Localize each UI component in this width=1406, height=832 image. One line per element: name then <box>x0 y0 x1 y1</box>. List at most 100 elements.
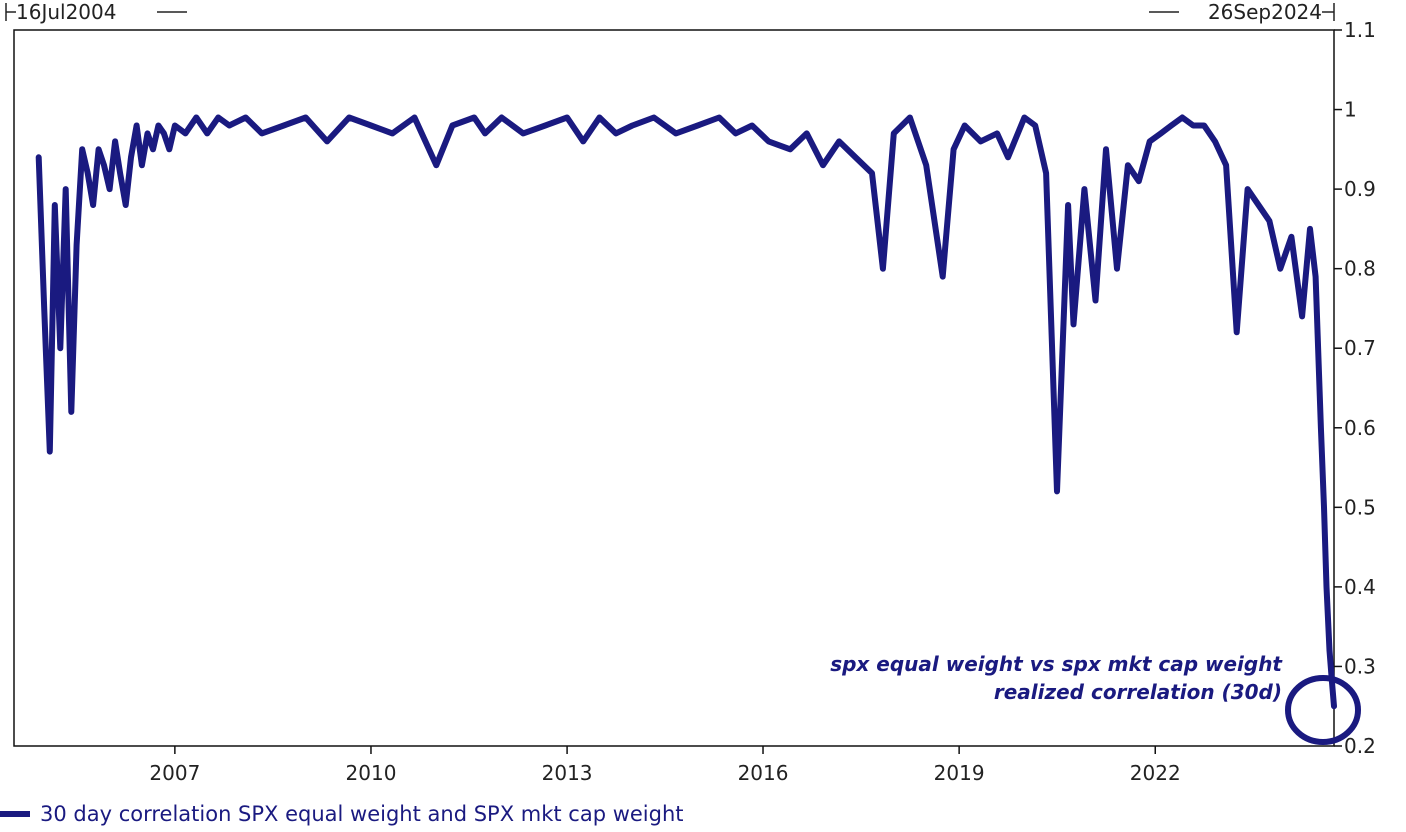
data-point <box>787 146 793 152</box>
data-point <box>368 122 374 128</box>
data-point <box>1043 170 1049 176</box>
data-point <box>47 449 53 455</box>
data-point <box>1054 488 1060 494</box>
data-point <box>1179 115 1185 121</box>
data-point <box>1245 186 1251 192</box>
data-point <box>1255 202 1261 208</box>
x-tick-label: 2019 <box>934 761 985 785</box>
data-point <box>580 138 586 144</box>
data-point <box>804 130 810 136</box>
data-point <box>57 345 63 351</box>
data-point <box>994 130 1000 136</box>
data-point <box>1234 329 1240 335</box>
data-point <box>433 162 439 168</box>
data-point <box>1125 162 1131 168</box>
data-point <box>182 130 188 136</box>
data-point <box>471 115 477 121</box>
data-point <box>74 242 80 248</box>
data-point <box>1070 321 1076 327</box>
data-point <box>155 122 161 128</box>
data-point <box>564 115 570 121</box>
data-point <box>1032 122 1038 128</box>
y-tick-label: 0.3 <box>1344 654 1376 678</box>
data-point <box>613 130 619 136</box>
data-point <box>324 138 330 144</box>
y-tick-label: 1 <box>1344 98 1357 122</box>
data-point <box>880 266 886 272</box>
data-point <box>85 170 91 176</box>
data-point <box>1327 648 1333 654</box>
data-point <box>281 122 287 128</box>
data-point <box>749 122 755 128</box>
y-tick-label: 0.4 <box>1344 575 1376 599</box>
data-point <box>150 146 156 152</box>
data-point <box>923 162 929 168</box>
data-point <box>107 186 113 192</box>
data-point <box>172 122 178 128</box>
data-point <box>1313 274 1319 280</box>
data-point <box>117 170 123 176</box>
data-point <box>673 130 679 136</box>
y-axis: 1.1 1 0.9 0.8 0.7 0.6 0.5 0.4 0.3 0.2 <box>1334 18 1376 758</box>
date-range-markers: 16Jul2004 26Sep2024 <box>5 0 1335 24</box>
annotation-line-1: spx equal weight vs spx mkt cap weight <box>830 652 1283 676</box>
annotation: spx equal weight vs spx mkt cap weight r… <box>830 652 1361 745</box>
legend-label: 30 day correlation SPX equal weight and … <box>40 802 684 826</box>
data-point <box>766 138 772 144</box>
data-point <box>1223 162 1229 168</box>
y-tick-label: 0.6 <box>1344 416 1376 440</box>
y-tick-label: 0.5 <box>1344 495 1376 519</box>
data-point <box>303 115 309 121</box>
data-point <box>1147 138 1153 144</box>
data-point <box>1277 266 1283 272</box>
data-point <box>1065 202 1071 208</box>
data-point <box>1299 313 1305 319</box>
data-point <box>449 122 455 128</box>
data-point <box>346 115 352 121</box>
data-point <box>1190 122 1196 128</box>
y-tick-label: 1.1 <box>1344 18 1376 42</box>
data-point <box>1288 234 1294 240</box>
data-point <box>716 115 722 121</box>
data-point <box>193 115 199 121</box>
data-point <box>651 115 657 121</box>
data-point <box>243 115 249 121</box>
data-point <box>733 130 739 136</box>
data-point <box>90 202 96 208</box>
y-tick-label: 0.2 <box>1344 734 1376 758</box>
data-point <box>891 130 897 136</box>
data-point <box>123 202 129 208</box>
data-point <box>144 130 150 136</box>
data-point <box>1318 425 1324 431</box>
data-point <box>1005 154 1011 160</box>
line-chart: 16Jul2004 26Sep2024 1.1 1 0.9 0.8 0.7 0.6 0.5 0… <box>5 0 1376 785</box>
data-point <box>1323 584 1329 590</box>
data-point <box>112 138 118 144</box>
data-point <box>1081 186 1087 192</box>
data-point <box>128 154 134 160</box>
x-tick-label: 2010 <box>346 761 397 785</box>
data-point <box>978 138 984 144</box>
data-point <box>1331 703 1337 709</box>
x-tick-label: 2007 <box>149 761 200 785</box>
data-point <box>101 162 107 168</box>
data-point <box>853 154 859 160</box>
data-point <box>695 122 701 128</box>
data-point <box>1103 146 1109 152</box>
legend: 30 day correlation SPX equal weight and … <box>0 798 684 830</box>
data-point <box>389 130 395 136</box>
x-tick-label: 2022 <box>1130 761 1181 785</box>
data-point <box>1321 504 1327 510</box>
highlight-circle <box>1285 675 1361 745</box>
legend-swatch <box>0 811 30 817</box>
annotation-line-2: realized correlation (30d) <box>994 680 1282 704</box>
y-tick-label: 0.9 <box>1344 177 1376 201</box>
data-point <box>1158 130 1164 136</box>
data-point <box>482 130 488 136</box>
data-point <box>1092 297 1098 303</box>
data-point <box>63 186 69 192</box>
data-point <box>166 146 172 152</box>
data-point <box>820 162 826 168</box>
data-point <box>204 130 210 136</box>
data-point <box>139 162 145 168</box>
